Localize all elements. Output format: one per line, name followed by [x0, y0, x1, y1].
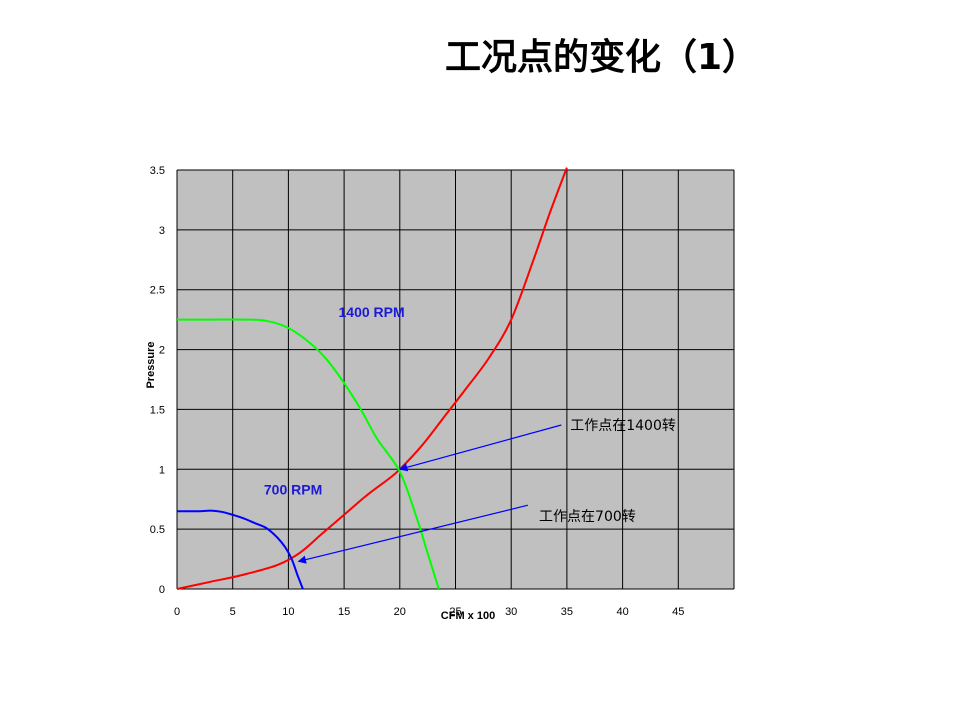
curve-label: 700 RPM [264, 481, 322, 497]
x-tick-label: 40 [616, 606, 628, 618]
series-group [176, 167, 568, 590]
y-tick-label: 3.5 [150, 165, 165, 177]
annotation-label: 工作点在700转 [539, 509, 636, 525]
y-tick-label: 0 [159, 584, 165, 596]
x-tick-label: 5 [230, 606, 236, 618]
label-group: 1400 RPM 700 RPM [264, 304, 405, 497]
x-tick-label: 35 [561, 606, 573, 618]
fan-700rpm-line [176, 509, 304, 590]
curve-label: 1400 RPM [339, 304, 405, 320]
annotation-arrow [297, 504, 529, 564]
x-tick-label: 20 [394, 606, 406, 618]
x-tick-label: 0 [174, 606, 180, 618]
y-tick-label: 2.5 [150, 285, 165, 297]
x-tick-label: 25 [449, 606, 461, 618]
fan-1400rpm-line [177, 318, 440, 590]
x-tick-label: 45 [672, 606, 684, 618]
x-axis-title: CFM x 100 [441, 610, 495, 622]
y-axis-title: Pressure [145, 341, 157, 388]
y-tick-label: 1 [159, 464, 165, 476]
grid [176, 169, 735, 590]
annotation-arrow [398, 424, 562, 472]
y-tick-label: 3 [159, 225, 165, 237]
x-axis: 0 5 10 15 20 25 30 35 40 45 [174, 606, 684, 618]
x-tick-label: 10 [282, 606, 294, 618]
y-tick-label: 1.5 [150, 404, 165, 416]
slide-title: 工况点的变化（1） [445, 37, 759, 78]
system-curve-line [176, 167, 568, 590]
y-tick-label: 2 [159, 345, 165, 357]
annotation-label: 工作点在1400转 [570, 418, 676, 434]
x-tick-label: 30 [505, 606, 517, 618]
x-tick-label: 15 [338, 606, 350, 618]
y-axis: 0 0.5 1 1.5 2 2.5 3 3.5 [150, 165, 165, 596]
y-tick-label: 0.5 [150, 524, 165, 536]
